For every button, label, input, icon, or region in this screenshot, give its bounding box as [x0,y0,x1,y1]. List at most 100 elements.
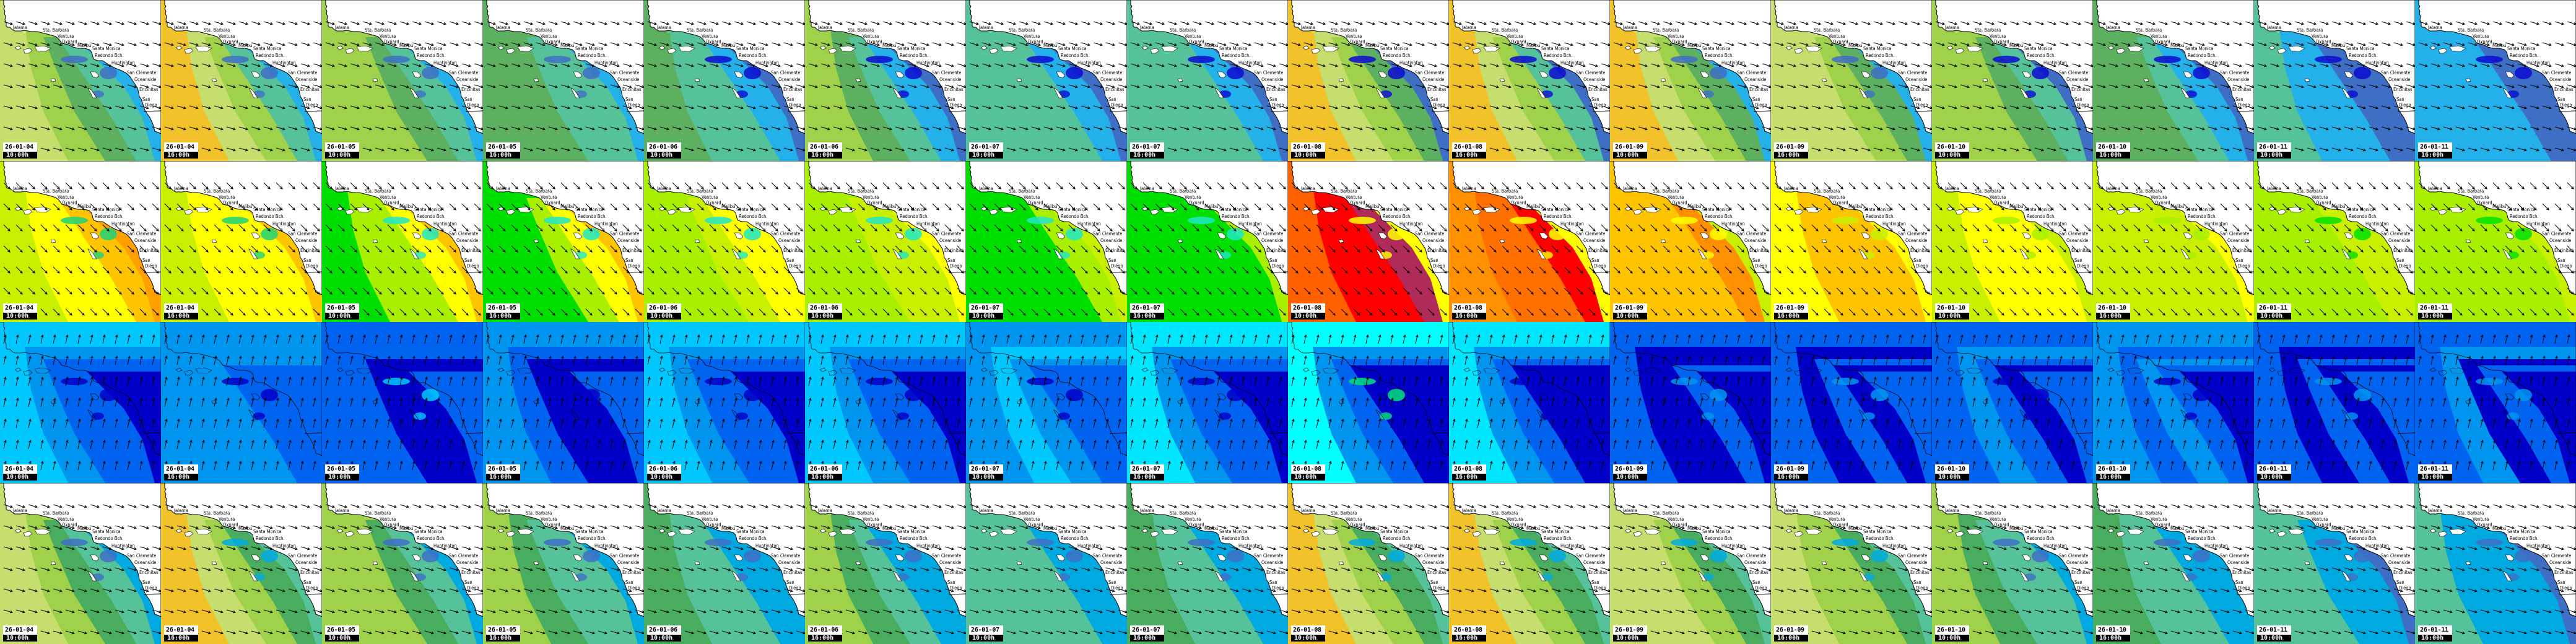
wave-height-row-tile: Jalama Sta. Barbara Ventura Oxnard Malibu San… [483,0,644,161]
wind-row-tile: 26-01-04 16:00h [161,322,322,483]
timestamp-label: 26-01-09 16:00h [1774,464,1808,481]
forecast-time: 16:00h [2418,313,2452,320]
place-label: Santa Monica [2185,529,2214,534]
place-label: Sta. Barbara [365,188,391,194]
place-label: San Clemente [1415,553,1444,559]
timestamp-label: 26-01-04 16:00h [164,464,198,481]
timestamp-label: 26-01-11 16:00h [2418,625,2452,642]
place-label: Santa Monica [2024,529,2053,534]
place-label: Ventura [702,33,718,39]
place-label: Huntington [594,221,618,227]
place-label: San [1108,258,1116,263]
map-icon: Jalama Sta. BarbaraVenturaOxnardMalibuSan… [2254,483,2415,644]
place-label: Jalama [495,25,510,30]
place-label: Oceanside [295,77,317,82]
place-label: San [303,580,311,585]
place-label: Jalama [334,508,349,513]
place-label: Oceanside [456,238,478,243]
place-label: Ventura [2312,33,2328,39]
place-label: Diego [2560,263,2572,269]
place-label: Jalama [12,508,27,513]
timestamp-label: 26-01-08 16:00h [1452,303,1486,320]
place-label: Huntington [1238,221,1262,227]
place-label: Redondo Bch. [256,536,285,541]
wave-period-row-tile: Jalama Sta. Barbara Ventura Oxnard Malibu San… [0,161,161,322]
forecast-date: 26-01-04 [3,625,37,635]
place-label: Huntington [1560,543,1584,549]
swell-height-row-tile: Jalama Sta. Barbara Ventura Oxnard Malibu San… [1449,483,1610,644]
place-label: San Clemente [1093,70,1122,76]
wind-row-tile: 26-01-07 10:00h [966,322,1127,483]
timestamp-label: 26-01-06 16:00h [808,464,842,481]
place-label: Ventura [219,33,235,39]
place-label: Jalama [1300,25,1315,30]
timestamp-label: 26-01-04 16:00h [164,303,198,320]
map-icon [322,322,483,483]
place-label: Malibu [1204,43,1218,48]
forecast-date: 26-01-10 [2096,625,2130,635]
place-label: Oxnard [1028,200,1043,206]
place-label: Sta. Barbara [1975,510,2001,516]
place-label: San [1430,258,1438,263]
place-label: Oceanside [1261,560,1283,565]
place-label: Oceanside [1905,77,1927,82]
place-label: Ventura [2473,33,2489,39]
place-label: Sta. Barbara [2458,510,2484,516]
place-label: Diego [1433,102,1445,108]
place-label: Huntington [755,60,779,66]
place-label: Diego [1755,102,1767,108]
place-label: Jalama [495,508,510,513]
place-label: Oxnard [1833,522,1848,528]
wind-row-tile: 26-01-09 16:00h [1771,322,1932,483]
place-label: Encinitas [622,87,642,92]
map-icon: Jalama Sta. BarbaraVenturaOxnardMalibuSan… [966,161,1127,322]
place-label: Jalama [1461,508,1476,513]
place-label: Jalama [173,508,188,513]
place-label: San [2557,258,2565,263]
map-icon: Jalama Sta. BarbaraVenturaOxnardMalibuSan… [1288,161,1449,322]
forecast-date: 26-01-07 [1130,625,1164,635]
place-label: Oceanside [1583,77,1605,82]
place-label: Encinitas [1910,87,1930,92]
timestamp-label: 26-01-05 10:00h [325,464,359,481]
place-label: Ventura [1346,33,1362,39]
place-label: Malibu [2331,204,2345,209]
place-label: Oxnard [1350,522,1365,528]
forecast-date: 26-01-04 [3,142,37,152]
swell-height-row-tile: Jalama Sta. Barbara Ventura Oxnard Malibu San… [2093,483,2254,644]
place-label: Huntington [433,543,457,549]
forecast-time: 16:00h [808,313,842,320]
wave-period-row-tile: Jalama Sta. Barbara Ventura Oxnard Malibu San… [2415,161,2576,322]
place-label: San Clemente [1415,231,1444,237]
place-label: Sta. Barbara [2136,188,2162,194]
place-label: Huntington [111,60,135,66]
place-label: Huntington [111,221,135,227]
forecast-date: 26-01-07 [969,625,1003,635]
place-label: San [625,258,633,263]
wave-height-row-tile: Jalama Sta. Barbara Ventura Oxnard Malibu San… [805,0,966,161]
place-label: San Clemente [1415,70,1444,76]
place-label: Oceanside [778,77,800,82]
forecast-date: 26-01-11 [2257,303,2291,313]
wave-period-row-tile: Jalama Sta. Barbara Ventura Oxnard Malibu San… [1932,161,2093,322]
map-icon: Jalama Sta. BarbaraVenturaOxnardMalibuSan… [2415,483,2576,644]
place-label: Encinitas [2554,248,2574,253]
place-label: Santa Monica [2346,46,2375,51]
place-label: Sta. Barbara [2458,188,2484,194]
place-label: Oceanside [2227,77,2249,82]
timestamp-label: 26-01-09 10:00h [1613,303,1647,320]
forecast-time: 10:00h [1291,635,1325,642]
place-label: Santa Monica [897,529,926,534]
place-label: San [2396,258,2404,263]
place-label: Santa Monica [2507,529,2536,534]
place-label: Jalama [1461,25,1476,30]
place-label: Oxnard [706,39,721,45]
forecast-date: 26-01-04 [164,464,198,474]
forecast-date: 26-01-09 [1774,303,1808,313]
map-icon: Jalama Sta. BarbaraVenturaOxnardMalibuSan… [1771,483,1932,644]
place-label: Santa Monica [1380,529,1409,534]
forecast-time: 16:00h [164,152,198,159]
place-label: Malibu [560,204,574,209]
map-icon [1610,322,1771,483]
place-label: Diego [1272,263,1284,269]
